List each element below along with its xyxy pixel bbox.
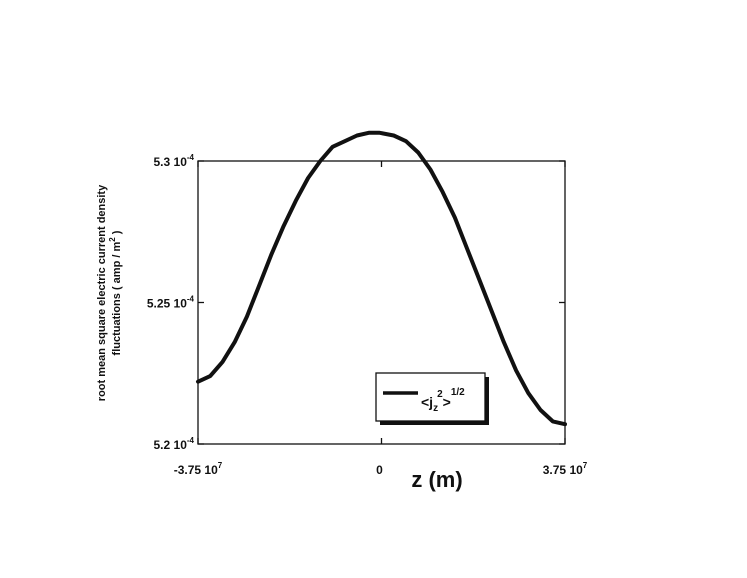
y-axis-label: root mean square electric current densit… xyxy=(96,184,123,401)
y-axis-label-line2: fluctuations ( amp / m2 ) xyxy=(108,230,123,355)
y-tick-label: 5.25 10-4 xyxy=(147,295,195,311)
y-axis-label-line1: root mean square electric current densit… xyxy=(96,184,108,401)
tick-marks xyxy=(197,160,566,445)
x-tick-label: 3.75 107 xyxy=(543,461,588,477)
y-tick-label: 5.3 10-4 xyxy=(154,153,195,169)
y-tick-label: 5.2 10-4 xyxy=(154,436,195,452)
x-tick-label: 0 xyxy=(376,463,383,477)
x-tick-labels: -3.75 107 0 3.75 107 xyxy=(174,461,588,477)
y-tick-labels: 5.2 10-4 5.25 10-4 5.3 10-4 xyxy=(147,153,195,452)
x-axis-title: z (m) xyxy=(411,467,462,492)
legend-box xyxy=(375,372,486,422)
legend: <jz2>1/2 xyxy=(375,372,489,425)
legend-label: <jz2>1/2 xyxy=(421,387,465,414)
series-line xyxy=(196,130,567,427)
x-tick-label: -3.75 107 xyxy=(174,461,223,477)
